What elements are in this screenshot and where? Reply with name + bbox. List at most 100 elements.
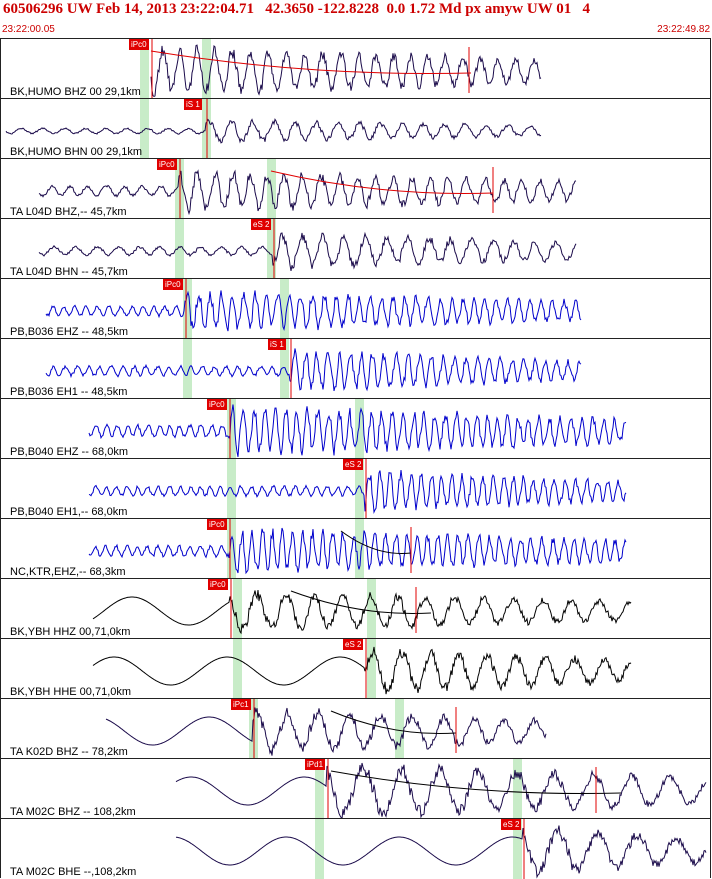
waveform-plot — [92, 579, 632, 639]
analysis-window-marker — [233, 579, 242, 639]
channel-label: TA L04D BHN -- 45,7km — [10, 266, 128, 278]
phase-pick-tag[interactable]: iPc0 — [129, 39, 149, 50]
seismic-trace — [150, 44, 542, 97]
phase-pick-tag[interactable]: eS 2 — [501, 819, 522, 830]
analysis-window-marker — [367, 639, 376, 699]
coda-decay-curve — [150, 50, 472, 75]
trace-panel[interactable]: eS 2 BK,YBH HHE 00,71,0km — [0, 638, 711, 699]
phase-pick-tag[interactable]: eS 2 — [251, 219, 272, 230]
trace-panel[interactable]: eS 2 PB,B040 EH1,-- 68,0km — [0, 458, 711, 519]
trace-panel[interactable]: iPc0 BK,YBH HHZ 00,71,0km — [0, 578, 711, 639]
coda-decay-curve — [330, 770, 622, 795]
waveform-plot — [92, 639, 632, 699]
channel-label: PB,B040 EH1,-- 68,0km — [10, 506, 128, 518]
analysis-window-marker — [175, 219, 184, 279]
phase-pick-tag[interactable]: iPc0 — [163, 279, 183, 290]
analysis-window-marker — [367, 579, 376, 639]
trace-panel[interactable]: iS 1 PB,B036 EH1 -- 48,5km — [0, 338, 711, 399]
analysis-window-marker — [395, 699, 404, 759]
analysis-window-marker — [183, 339, 192, 399]
channel-label: TA K02D BHZ -- 78,2km — [10, 746, 128, 758]
time-start-label: 23:22:00.05 — [2, 24, 55, 35]
seismic-trace — [175, 762, 707, 819]
analysis-window-marker — [183, 279, 192, 339]
event-title: 60506296 UW Feb 14, 2013 23:22:04.71 42.… — [3, 1, 590, 17]
seismic-trace — [38, 231, 577, 271]
channel-label: BK,HUMO BHN 00 29,1km — [10, 146, 143, 158]
analysis-window-marker — [355, 399, 364, 459]
channel-label: TA M02C BHZ -- 108,2km — [10, 806, 136, 818]
trace-panel[interactable]: eS 2 TA L04D BHN -- 45,7km — [0, 218, 711, 279]
trace-panel[interactable]: iPc0 BK,HUMO BHZ 00 29,1km — [0, 38, 711, 99]
waveform-plot — [175, 819, 707, 879]
seismic-trace — [45, 348, 582, 392]
phase-pick-tag[interactable]: iPc0 — [208, 579, 228, 590]
trace-panel[interactable]: iPc0 PB,B036 EHZ -- 48,5km — [0, 278, 711, 339]
seismic-trace — [175, 825, 707, 879]
time-end-label: 23:22:49.82 — [657, 24, 710, 35]
waveform-plot — [38, 219, 577, 279]
seismic-trace — [105, 707, 547, 756]
phase-pick-tag[interactable]: iPc0 — [207, 399, 227, 410]
waveform-plot — [45, 339, 582, 399]
channel-label: BK,YBH HHE 00,71,0km — [10, 686, 132, 698]
channel-label: PB,B040 EHZ -- 68,0km — [10, 446, 128, 458]
analysis-window-marker — [280, 279, 289, 339]
trace-panel[interactable]: iPc0 NC,KTR,EHZ,-- 68,3km — [0, 518, 711, 579]
coda-decay-curve — [270, 170, 494, 195]
analysis-window-marker — [267, 219, 276, 279]
channel-label: BK,YBH HHZ 00,71,0km — [10, 626, 131, 638]
trace-panel[interactable]: iS 1 BK,HUMO BHN 00 29,1km — [0, 98, 711, 159]
waveform-plot — [140, 39, 542, 99]
coda-decay-curve — [330, 710, 457, 734]
analysis-window-marker — [355, 519, 364, 579]
seismic-trace — [88, 404, 627, 457]
phase-pick-tag[interactable]: iPc0 — [157, 159, 177, 170]
coda-decay-curve — [340, 530, 412, 555]
seismic-trace — [45, 290, 582, 332]
trace-panels: iPc0 BK,HUMO BHZ 00 29,1km iS 1 BK,HUMO BHN… — [0, 38, 712, 879]
phase-pick-tag[interactable]: iPc1 — [231, 699, 251, 710]
channel-label: TA L04D BHZ,-- 45,7km — [10, 206, 127, 218]
phase-pick-tag[interactable]: iPc0 — [207, 519, 227, 530]
phase-pick-tag[interactable]: iS 1 — [184, 99, 202, 110]
waveform-plot — [175, 759, 707, 819]
channel-label: PB,B036 EHZ -- 48,5km — [10, 326, 128, 338]
analysis-window-marker — [280, 339, 289, 399]
seismic-trace — [88, 469, 627, 515]
trace-panel[interactable]: eS 2 TA M02C BHE --,108,2km — [0, 818, 711, 879]
waveform-plot — [88, 459, 627, 519]
analysis-window-marker — [233, 639, 242, 699]
seismic-trace — [92, 646, 632, 695]
analysis-window-marker — [513, 819, 522, 879]
phase-pick-tag[interactable]: iPd1 — [305, 759, 326, 770]
seismic-trace — [38, 169, 577, 216]
analysis-window-marker — [513, 759, 522, 819]
phase-pick-tag[interactable]: iS 1 — [268, 339, 286, 350]
waveform-plot — [88, 399, 627, 459]
analysis-window-marker — [315, 819, 324, 879]
waveform-plot — [45, 279, 582, 339]
phase-pick-tag[interactable]: eS 2 — [343, 459, 364, 470]
phase-pick-tag[interactable]: eS 2 — [343, 639, 364, 650]
analysis-window-marker — [202, 39, 211, 99]
channel-label: NC,KTR,EHZ,-- 68,3km — [10, 566, 126, 578]
analysis-window-marker — [140, 39, 149, 99]
seismic-trace — [88, 527, 627, 575]
analysis-window-marker — [227, 399, 236, 459]
waveform-plot — [38, 159, 577, 219]
seismic-trace — [5, 118, 542, 144]
waveform-plot — [105, 699, 547, 759]
channel-label: PB,B036 EH1 -- 48,5km — [10, 386, 128, 398]
trace-panel[interactable]: iPc1 TA K02D BHZ -- 78,2km — [0, 698, 711, 759]
analysis-window-marker — [355, 459, 364, 519]
seismic-trace — [92, 590, 632, 635]
trace-panel[interactable]: iPd1 TA M02C BHZ -- 108,2km — [0, 758, 711, 819]
channel-label: TA M02C BHE --,108,2km — [10, 866, 137, 878]
channel-label: BK,HUMO BHZ 00 29,1km — [10, 86, 141, 98]
seismogram-header: 60506296 UW Feb 14, 2013 23:22:04.71 42.… — [0, 0, 712, 38]
trace-panel[interactable]: iPc0 PB,B040 EHZ -- 68,0km — [0, 398, 711, 459]
waveform-plot — [5, 99, 542, 159]
waveform-plot — [88, 519, 627, 579]
trace-panel[interactable]: iPc0 TA L04D BHZ,-- 45,7km — [0, 158, 711, 219]
